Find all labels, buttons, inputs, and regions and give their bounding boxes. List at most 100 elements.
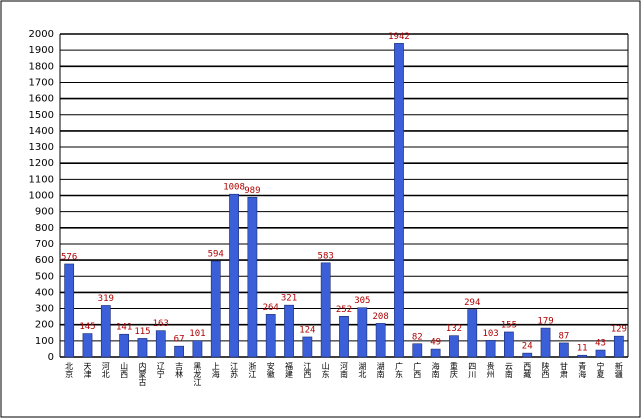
bar — [247, 196, 258, 358]
y-tick-label: 700 — [35, 239, 54, 250]
value-label: 576 — [61, 252, 77, 262]
x-tick-label: 天津 — [83, 362, 92, 379]
x-tick-label: 贵州 — [486, 361, 495, 378]
value-label: 252 — [336, 305, 352, 315]
value-label: 145 — [79, 322, 95, 332]
y-tick-label: 800 — [35, 223, 54, 234]
bar — [64, 263, 75, 358]
value-label: 163 — [153, 319, 169, 329]
bar — [467, 309, 478, 358]
value-label: 103 — [482, 329, 498, 339]
value-label: 989 — [244, 186, 260, 196]
y-tick-label: 1500 — [29, 110, 54, 121]
value-label: 179 — [537, 317, 553, 327]
value-label: 141 — [116, 323, 132, 333]
bar — [100, 305, 111, 358]
y-tick-label: 100 — [35, 336, 54, 347]
bar — [265, 314, 276, 358]
value-label: 583 — [318, 251, 334, 261]
value-label: 294 — [464, 298, 480, 308]
y-tick-label: 1100 — [29, 174, 54, 185]
y-tick-label: 1600 — [29, 94, 54, 105]
y-tick-label: 1900 — [29, 45, 54, 56]
x-tick-label: 陕西 — [541, 361, 550, 379]
x-tick-label: 浙江 — [248, 361, 257, 379]
x-tick-label: 河北 — [101, 361, 110, 379]
bar — [320, 262, 331, 358]
value-label: 24 — [522, 342, 533, 352]
value-label: 305 — [354, 296, 370, 306]
x-tick-label: 福建 — [285, 362, 294, 379]
x-tick-label: 重庆 — [449, 361, 458, 379]
y-tick-label: 1400 — [29, 126, 54, 137]
x-tick-label: 宁夏 — [596, 361, 605, 378]
value-label: 319 — [98, 294, 114, 304]
value-label: 101 — [189, 329, 205, 339]
value-label: 82 — [412, 332, 423, 342]
bar — [577, 354, 588, 358]
bar — [302, 336, 313, 358]
bar — [613, 335, 624, 358]
bar — [485, 340, 496, 358]
bar — [522, 352, 533, 358]
bar — [558, 342, 569, 358]
bar — [119, 333, 130, 358]
x-tick-label: 河南 — [340, 361, 349, 378]
y-tick-label: 2000 — [29, 29, 54, 40]
x-tick-label: 海南 — [431, 361, 440, 378]
x-tick-label: 上海 — [211, 362, 220, 379]
y-tick-label: 1000 — [29, 191, 54, 202]
bar — [192, 340, 203, 358]
x-tick-label: 广西 — [413, 361, 422, 379]
y-tick-label: 300 — [35, 304, 54, 315]
bar — [284, 304, 294, 358]
x-tick-label: 吉林 — [175, 362, 184, 379]
bar — [595, 349, 606, 358]
value-label: 132 — [446, 324, 462, 334]
y-tick-label: 600 — [35, 255, 54, 266]
value-label: 43 — [595, 339, 606, 349]
x-tick-label: 黑龙江 — [193, 362, 202, 387]
x-tick-label: 辽宁 — [156, 362, 165, 378]
value-label: 594 — [208, 250, 224, 260]
value-label: 1942 — [388, 32, 410, 42]
value-label: 208 — [373, 312, 389, 322]
bar — [137, 338, 148, 358]
x-tick-label: 山东 — [321, 361, 330, 378]
value-label: 155 — [501, 320, 517, 330]
bar — [229, 193, 239, 358]
y-tick-label: 0 — [48, 352, 54, 363]
x-tick-label: 青海 — [578, 361, 587, 379]
bar — [210, 260, 221, 358]
x-tick-label: 山西 — [120, 361, 129, 379]
y-tick-label: 400 — [35, 287, 54, 298]
bar — [540, 327, 551, 358]
y-tick-label: 1300 — [29, 142, 54, 153]
bar — [339, 316, 349, 358]
x-tick-label: 西藏 — [523, 362, 532, 379]
x-tick-label: 湖南 — [376, 362, 385, 378]
bar — [375, 323, 386, 358]
y-tick-label: 1800 — [29, 61, 54, 72]
bar — [504, 331, 514, 358]
value-label: 124 — [299, 325, 315, 335]
value-label: 49 — [430, 338, 441, 348]
x-tick-label: 新疆 — [614, 361, 623, 379]
x-tick-label: 广东 — [394, 361, 403, 378]
value-label: 321 — [281, 294, 297, 304]
bar — [155, 330, 166, 358]
bar — [174, 345, 184, 358]
y-tick-label: 1700 — [29, 77, 54, 88]
y-tick-label: 500 — [35, 271, 54, 282]
bar — [449, 335, 459, 358]
x-tick-label: 四川 — [468, 362, 477, 378]
y-tick-label: 1200 — [29, 158, 54, 169]
bar — [430, 348, 441, 358]
x-tick-label: 江西 — [303, 362, 312, 379]
y-tick-label: 200 — [35, 320, 54, 331]
x-tick-label: 云南 — [504, 362, 513, 378]
value-label: 11 — [577, 344, 588, 354]
x-tick-label: 湖北 — [358, 362, 367, 379]
y-tick-label: 900 — [35, 207, 54, 218]
